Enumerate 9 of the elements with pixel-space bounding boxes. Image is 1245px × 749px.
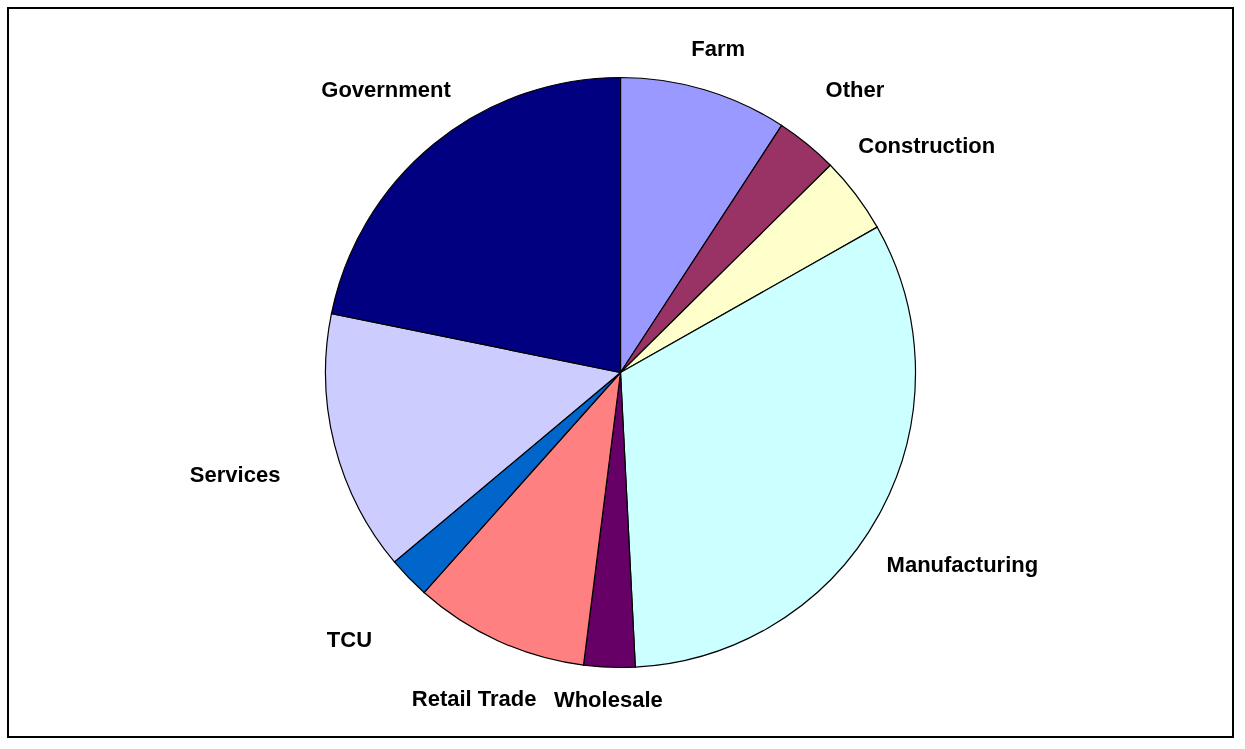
- slice-label: Farm: [691, 35, 746, 61]
- slice-label: Wholesale: [553, 687, 663, 713]
- slice-label: Manufacturing: [886, 552, 1039, 578]
- slice-label: Other: [825, 77, 885, 103]
- slice-label: Retail Trade: [411, 685, 537, 711]
- slice-label: Government: [321, 77, 452, 103]
- slice-label: Services: [189, 462, 281, 488]
- slice-label: Construction: [858, 133, 996, 159]
- slice-label: TCU: [326, 627, 373, 653]
